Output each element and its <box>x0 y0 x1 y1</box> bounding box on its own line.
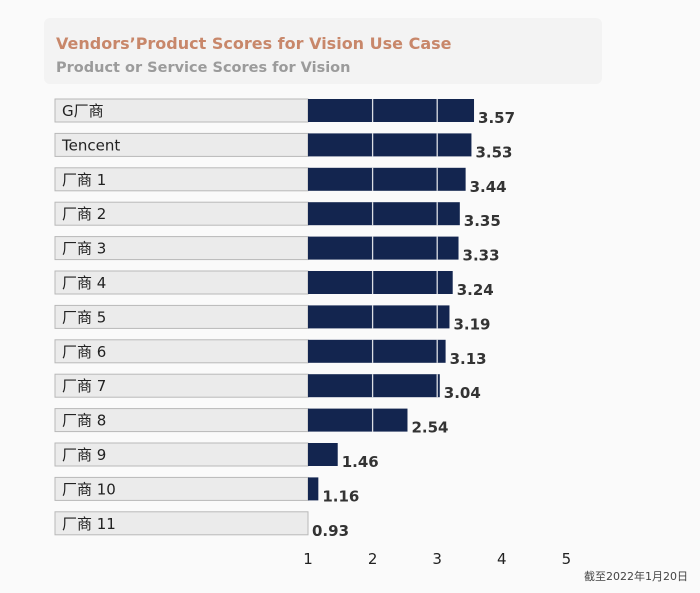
date-footnote: 截至2022年1月20日 <box>584 570 688 583</box>
bar <box>308 167 466 191</box>
x-tick-label: 4 <box>497 550 507 568</box>
category-label: 厂商 5 <box>62 308 106 326</box>
bar <box>308 305 450 329</box>
x-tick-label: 5 <box>562 550 572 568</box>
category-label: 厂商 1 <box>62 171 106 189</box>
x-tick-label: 3 <box>432 550 442 568</box>
category-label: 厂商 11 <box>62 515 116 533</box>
category-label: 厂商 6 <box>62 343 106 361</box>
bar <box>308 99 475 122</box>
value-label: 3.53 <box>475 143 512 161</box>
value-label: 1.16 <box>322 487 359 505</box>
category-label: Tencent <box>61 136 120 154</box>
value-label: 3.13 <box>450 350 487 368</box>
bar <box>308 443 338 466</box>
value-label: 2.54 <box>411 419 448 437</box>
value-label: 3.33 <box>463 247 500 265</box>
bar <box>308 374 440 398</box>
chart-subtitle: Product or Service Scores for Vision <box>56 60 351 76</box>
chart-title: Vendors’Product Scores for Vision Use Ca… <box>56 34 452 53</box>
value-label: 3.24 <box>457 281 494 299</box>
bar <box>308 408 408 432</box>
bar <box>308 271 453 294</box>
category-label: 厂商 9 <box>62 446 106 464</box>
value-label: 3.44 <box>470 178 507 196</box>
category-label: 厂商 4 <box>62 274 106 292</box>
value-label: 3.19 <box>453 315 490 333</box>
bar <box>308 202 460 226</box>
category-label: 厂商 2 <box>62 205 106 223</box>
x-tick-label: 2 <box>368 550 378 568</box>
value-label: 0.93 <box>312 522 349 540</box>
bar <box>308 339 446 363</box>
category-label: 厂商 10 <box>62 480 116 498</box>
category-label: 厂商 8 <box>62 412 106 430</box>
bar <box>308 236 459 260</box>
value-label: 1.46 <box>342 453 379 471</box>
bar <box>308 477 319 501</box>
value-label: 3.35 <box>464 212 501 230</box>
header-card <box>44 18 602 84</box>
category-label: 厂商 7 <box>62 377 106 395</box>
category-label-box <box>54 511 309 536</box>
category-label: G厂商 <box>62 102 104 120</box>
x-tick-label: 1 <box>303 550 313 568</box>
value-label: 3.04 <box>444 384 481 402</box>
bar <box>308 133 472 157</box>
value-label: 3.57 <box>478 109 515 127</box>
category-label: 厂商 3 <box>62 240 106 258</box>
